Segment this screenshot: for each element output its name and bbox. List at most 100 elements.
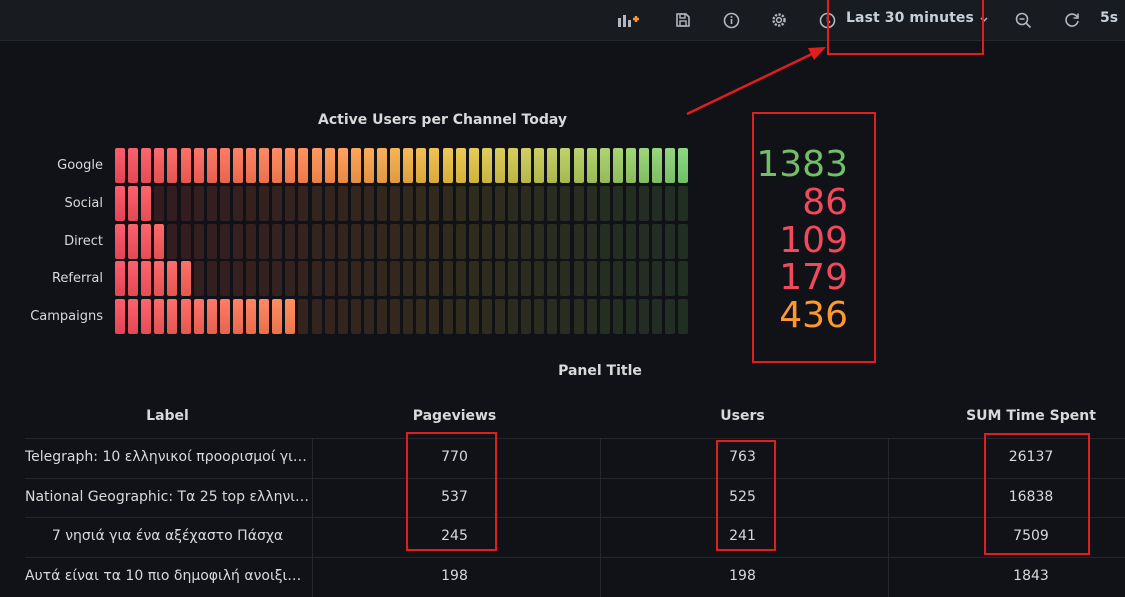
bar-cell: [206, 261, 217, 297]
bar-cell: [350, 223, 361, 259]
table-row[interactable]: National Geographic: Τα 25 top ελληνικά …: [25, 477, 1125, 518]
bar-cell: [442, 223, 453, 259]
time-range-picker[interactable]: Last 30 minutes: [846, 10, 974, 26]
bar-cell: [154, 185, 165, 221]
zoom-out-icon[interactable]: [1012, 9, 1034, 31]
bar-cell: [219, 223, 230, 259]
cell-time-spent: 26137: [1008, 449, 1054, 465]
bar-cell: [652, 223, 663, 259]
bar-cell: [232, 223, 243, 259]
refresh-icon[interactable]: [1061, 9, 1083, 31]
bar-cell: [586, 223, 597, 259]
bar-cell: [180, 261, 191, 297]
bar-cell: [219, 148, 230, 183]
bar-cell: [246, 148, 256, 183]
bar-cell: [429, 185, 440, 221]
bar-cell: [350, 185, 361, 221]
bar-cell: [141, 223, 152, 259]
bar-cell: [468, 148, 479, 183]
column-header-pageviews[interactable]: Pageviews: [412, 408, 497, 424]
bar-cell: [560, 261, 571, 297]
bar-cell: [625, 223, 636, 259]
column-header-label[interactable]: Label: [146, 408, 189, 424]
bar-cell: [612, 185, 623, 221]
bar-cell: [599, 148, 610, 183]
bar-cell: [311, 261, 322, 297]
chart-title: Active Users per Channel Today: [318, 112, 567, 128]
cell-users: 241: [729, 528, 756, 544]
bar-cell: [678, 299, 689, 335]
bar-cell: [612, 223, 623, 259]
cell-label: Telegraph: 10 ελληνικοί προορισμοί για δ…: [25, 449, 310, 465]
bar-cell: [128, 261, 139, 297]
bar-cell: [455, 261, 466, 297]
column-divider: [888, 557, 889, 597]
column-header-users[interactable]: Users: [720, 408, 765, 424]
table-row[interactable]: Telegraph: 10 ελληνικοί προορισμοί για δ…: [25, 438, 1125, 478]
bar-cell: [573, 148, 584, 183]
bar-cell: [652, 299, 663, 335]
column-divider: [600, 518, 601, 557]
bar-cell: [599, 223, 610, 259]
refresh-interval[interactable]: 5s: [1100, 10, 1119, 26]
panel-title: Panel Title: [558, 363, 642, 379]
bar-cell: [547, 223, 558, 259]
bar-cell: [665, 223, 676, 259]
bar-cell: [481, 148, 492, 183]
bar-cell: [350, 148, 361, 183]
bar-cell: [429, 261, 440, 297]
bar-cell: [311, 185, 322, 221]
bar-cell: [455, 148, 466, 183]
info-icon[interactable]: [720, 9, 742, 31]
add-panel-icon[interactable]: [617, 9, 639, 31]
bar-cell: [377, 261, 387, 297]
annotation-box-stats: [752, 112, 876, 363]
table-row[interactable]: Αυτά είναι τα 10 πιο δημοφιλή ανοιξιάτικ…: [25, 556, 1125, 597]
bar-cell: [298, 299, 309, 335]
bar-cell: [141, 299, 152, 335]
bar-cell: [272, 185, 283, 221]
bar-cell: [639, 148, 649, 183]
bar-cell: [337, 185, 348, 221]
bar-cell: [652, 148, 663, 183]
bar-cell: [141, 185, 152, 221]
bar-cell: [547, 185, 558, 221]
bar-cell: [115, 261, 125, 297]
bar-cell: [573, 223, 584, 259]
stat-value-referral: 179: [779, 257, 848, 299]
bar-cell: [246, 261, 256, 297]
bar-cell: [259, 185, 270, 221]
bar-cell: [324, 185, 335, 221]
bar-cell: [455, 299, 466, 335]
bar-cell: [246, 185, 256, 221]
bar-cell: [429, 299, 440, 335]
bar-cell: [442, 185, 453, 221]
bar-cell: [285, 148, 296, 183]
bar-cell: [416, 185, 427, 221]
save-icon[interactable]: [672, 9, 694, 31]
bar-cell: [521, 148, 532, 183]
bar-cell: [259, 299, 270, 335]
settings-icon[interactable]: [768, 9, 790, 31]
bar-cell: [324, 223, 335, 259]
bar-cell: [363, 185, 374, 221]
bar-cell: [167, 299, 178, 335]
bar-cell: [612, 299, 623, 335]
column-divider: [600, 478, 601, 518]
bar-cell: [429, 148, 440, 183]
bar-cell: [560, 223, 571, 259]
table-row[interactable]: 7 νησιά για ένα αξέχαστο Πάσχα 245 241 7509: [25, 517, 1125, 557]
bar-cell: [259, 261, 270, 297]
bar-cell: [390, 261, 401, 297]
column-header-time-spent[interactable]: SUM Time Spent: [966, 408, 1096, 424]
bar-cell: [350, 299, 361, 335]
column-divider: [888, 439, 889, 478]
bar-cell: [468, 223, 479, 259]
bar-cell: [403, 299, 414, 335]
bar-cell: [455, 223, 466, 259]
bar-cell: [363, 148, 374, 183]
annotation-box-users: [716, 440, 776, 551]
bar-cell: [298, 148, 309, 183]
bar-cell: [534, 299, 545, 335]
bar-cell: [377, 185, 387, 221]
